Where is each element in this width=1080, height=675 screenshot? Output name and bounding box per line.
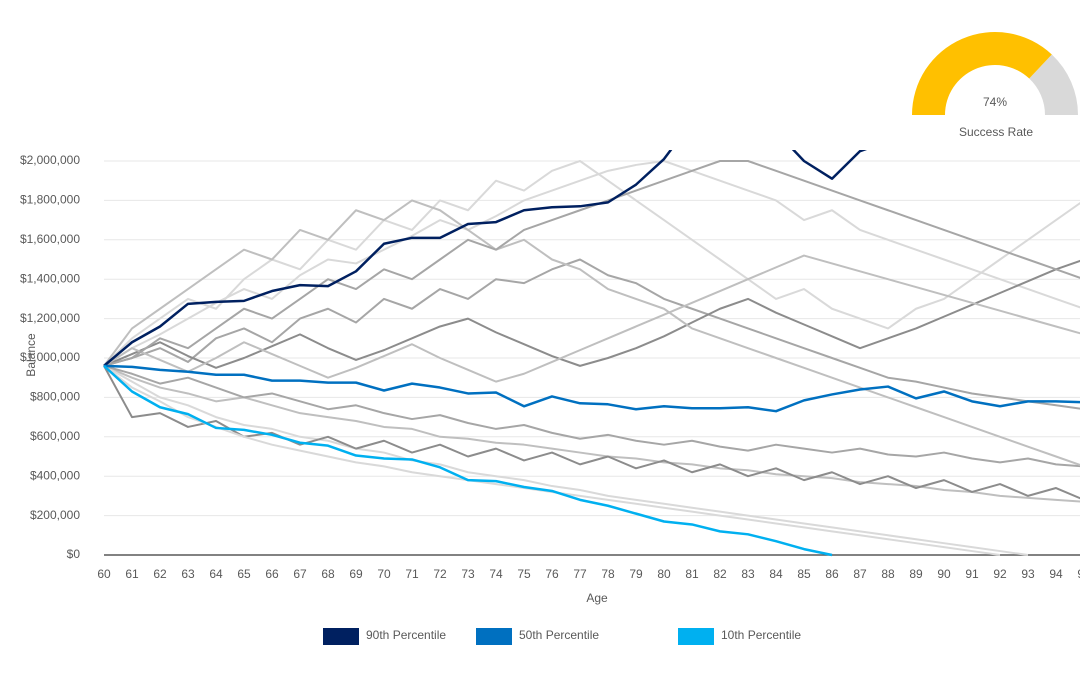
grid: $0 $200,000 $400,000 $600,000 $800,000 $1,000… <box>20 153 1080 581</box>
y-tick-label: $1,000,000 <box>20 350 80 364</box>
legend-label: 10th Percentile <box>721 628 801 642</box>
y-tick-label: $1,400,000 <box>20 271 80 285</box>
y-tick-label: $800,000 <box>30 390 80 404</box>
y-tick-label: $1,600,000 <box>20 232 80 246</box>
x-tick-label: 73 <box>461 567 475 581</box>
x-tick-label: 86 <box>825 567 839 581</box>
x-tick-label: 75 <box>517 567 531 581</box>
legend: 90th Percentile 50th Percentile 10th Perce… <box>323 628 801 645</box>
y-axis-label: Balance <box>24 333 38 377</box>
x-tick-label: 94 <box>1049 567 1063 581</box>
lines <box>103 150 1080 557</box>
gauge: 74% Success Rate <box>912 32 1078 139</box>
x-tick-label: 63 <box>181 567 195 581</box>
legend-swatch <box>476 628 512 645</box>
x-tick-label: 62 <box>153 567 167 581</box>
x-tick-label: 83 <box>741 567 755 581</box>
y-tick-label: $400,000 <box>30 468 80 482</box>
percentile-line <box>103 150 868 367</box>
x-tick-label: 95 <box>1077 567 1080 581</box>
y-tick-label: $2,000,000 <box>20 153 80 167</box>
simulation-line <box>103 160 1080 367</box>
percentile-line <box>103 364 833 557</box>
x-tick-label: 89 <box>909 567 923 581</box>
y-tick-label: $200,000 <box>30 508 80 522</box>
x-tick-label: 87 <box>853 567 867 581</box>
simulation-line <box>103 254 1080 383</box>
x-tick-label: 77 <box>573 567 587 581</box>
x-tick-label: 88 <box>881 567 895 581</box>
simulation-line <box>103 160 1080 367</box>
x-tick-label: 66 <box>265 567 279 581</box>
x-tick-label: 84 <box>769 567 783 581</box>
y-tick-label: $1,800,000 <box>20 193 80 207</box>
legend-label: 90th Percentile <box>366 628 446 642</box>
x-tick-label: 90 <box>937 567 951 581</box>
legend-swatch <box>323 628 359 645</box>
gauge-value-label: 74% <box>983 95 1007 109</box>
x-tick-label: 69 <box>349 567 363 581</box>
x-tick-label: 81 <box>685 567 699 581</box>
x-tick-label: 64 <box>209 567 223 581</box>
simulation-line <box>103 199 1080 467</box>
x-tick-label: 60 <box>97 567 111 581</box>
y-tick-label: $600,000 <box>30 429 80 443</box>
simulation-line <box>103 259 1080 369</box>
x-tick-label: 85 <box>797 567 811 581</box>
y-tick-label: $1,200,000 <box>20 311 80 325</box>
x-tick-label: 67 <box>293 567 307 581</box>
x-tick-label: 78 <box>601 567 615 581</box>
percentile-line <box>103 364 1080 413</box>
x-tick-label: 80 <box>657 567 671 581</box>
simulation-line <box>103 365 1029 556</box>
x-tick-label: 70 <box>377 567 391 581</box>
simulation-line <box>103 364 1080 468</box>
legend-swatch <box>678 628 714 645</box>
legend-label: 50th Percentile <box>519 628 599 642</box>
x-tick-label: 74 <box>489 567 503 581</box>
x-tick-label: 68 <box>321 567 335 581</box>
x-axis-label: Age <box>586 591 608 605</box>
y-tick-label: $0 <box>67 547 81 561</box>
gauge-value <box>912 32 1052 115</box>
x-tick-label: 92 <box>993 567 1007 581</box>
simulation-line <box>103 258 1080 410</box>
x-tick-label: 82 <box>713 567 727 581</box>
gauge-remainder <box>1029 54 1078 115</box>
x-tick-label: 61 <box>125 567 139 581</box>
x-tick-label: 76 <box>545 567 559 581</box>
x-tick-label: 71 <box>405 567 419 581</box>
x-tick-label: 93 <box>1021 567 1035 581</box>
x-tick-label: 65 <box>237 567 251 581</box>
x-tick-label: 79 <box>629 567 643 581</box>
gauge-label: Success Rate <box>959 125 1033 139</box>
x-tick-label: 72 <box>433 567 447 581</box>
x-tick-label: 91 <box>965 567 979 581</box>
